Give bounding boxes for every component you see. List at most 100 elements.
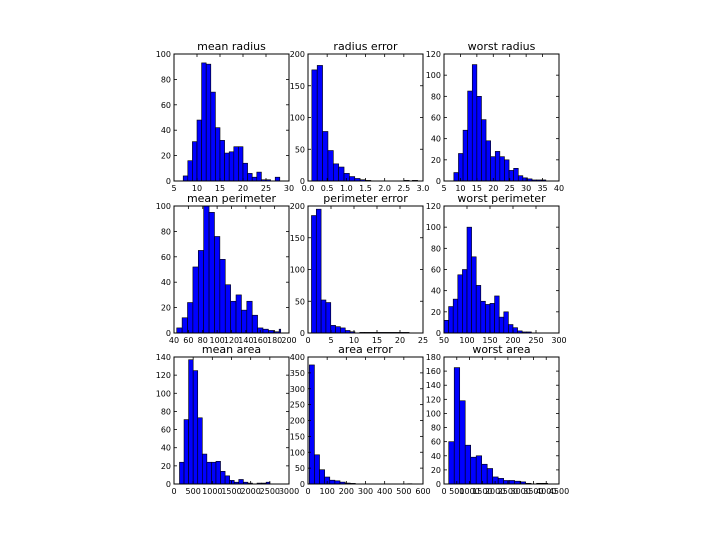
bar — [197, 250, 204, 334]
y-tick-label: 100 — [426, 223, 441, 232]
x-tick-label: 0 — [305, 336, 310, 345]
x-tick-label: 15 — [215, 184, 225, 193]
x-tick-label: 0.0 — [302, 184, 315, 193]
y-tick-label: 80 — [431, 244, 441, 253]
y-tick-label: 0 — [436, 329, 441, 338]
x-tick-label: 150 — [482, 336, 497, 345]
y-tick-label: 40 — [431, 135, 441, 144]
y-tick-label: 0 — [166, 329, 171, 338]
bar — [322, 131, 329, 182]
x-tick-label: 30 — [521, 184, 531, 193]
bar — [229, 480, 235, 485]
bar — [338, 166, 345, 182]
axes-frame — [443, 356, 560, 485]
bar — [238, 146, 244, 182]
bar — [332, 163, 339, 182]
bar — [471, 64, 478, 182]
bar — [251, 176, 258, 182]
x-tick-label: 25 — [261, 184, 271, 193]
histogram-radius-error: radius error 0.0 0.5 1.0 1.5 2.0 2.5 3.0 0 50 100 1… — [290, 40, 430, 193]
bar — [242, 162, 248, 182]
bar — [192, 370, 199, 485]
y-tick-label: 20 — [161, 304, 171, 313]
bar — [471, 256, 477, 334]
bar — [464, 444, 471, 485]
bar — [181, 317, 188, 334]
y-tick-label: 50 — [295, 297, 305, 306]
x-tick-label: 1000 — [202, 487, 222, 496]
bar — [457, 274, 463, 334]
x-tick-label: 300 — [551, 336, 566, 345]
bar — [453, 172, 459, 182]
bar — [452, 298, 459, 334]
x-tick-label: 2000 — [240, 487, 260, 496]
y-tick-label: 0 — [166, 177, 171, 186]
x-tick-label: 50 — [439, 336, 449, 345]
x-tick-label: 1.0 — [340, 184, 353, 193]
bar — [490, 156, 496, 182]
bar — [319, 469, 325, 485]
x-tick-label: 250 — [528, 336, 543, 345]
x-tick-label: 1000 — [459, 487, 479, 496]
bar — [192, 266, 199, 334]
x-tick-label: 0 — [305, 487, 310, 496]
x-tick-label: 100 — [320, 487, 335, 496]
x-tick-label: 160 — [253, 336, 268, 345]
bar — [179, 461, 185, 485]
bar — [498, 316, 505, 334]
bar — [327, 150, 334, 182]
histogram-worst-radius: worst radius 5 10 15 20 25 30 35 40 0 20 40 60 80 100 1… — [426, 40, 564, 193]
bar — [480, 300, 486, 334]
x-tick-label: 140 — [238, 336, 253, 345]
y-tick-label: 60 — [161, 426, 171, 435]
y-tick-label: 0 — [300, 329, 305, 338]
bar — [517, 175, 524, 182]
bar — [508, 480, 515, 485]
y-tick-label: 140 — [156, 353, 171, 362]
x-tick-label: 180 — [267, 336, 282, 345]
y-tick-label: 0 — [300, 177, 305, 186]
y-tick-label: 350 — [290, 369, 305, 378]
x-tick-label: 10 — [455, 184, 465, 193]
y-tick-label: 250 — [290, 401, 305, 410]
bar — [503, 480, 510, 485]
y-tick-label: 100 — [290, 114, 305, 123]
x-tick-label: 15 — [372, 336, 382, 345]
bar — [233, 146, 239, 182]
x-tick-label: 25 — [505, 184, 515, 193]
y-tick-label: 50 — [295, 145, 305, 154]
x-tick-label: 20 — [488, 184, 498, 193]
bar — [224, 284, 231, 334]
bar — [214, 236, 221, 334]
bar — [256, 171, 262, 182]
bar — [247, 173, 253, 182]
chart-title: mean area — [202, 343, 261, 356]
bar — [485, 304, 491, 334]
bar — [246, 300, 253, 334]
bar — [486, 468, 493, 485]
x-tick-label: 3000 — [279, 487, 299, 496]
x-tick-label: 4500 — [549, 487, 569, 496]
bar — [215, 461, 221, 485]
bar — [311, 215, 317, 334]
x-tick-label: 500 — [186, 487, 201, 496]
bar — [205, 63, 212, 182]
y-tick-label: 80 — [161, 75, 171, 84]
y-tick-label: 0 — [436, 480, 441, 489]
y-tick-label: 0 — [300, 480, 305, 489]
bar — [201, 62, 207, 182]
bar — [211, 461, 217, 485]
y-tick-label: 80 — [431, 424, 441, 433]
y-tick-label: 100 — [290, 448, 305, 457]
x-tick-label: 0 — [441, 487, 446, 496]
bar — [504, 159, 510, 182]
y-tick-label: 100 — [426, 409, 441, 418]
axes-frame — [173, 53, 290, 182]
x-tick-label: 10 — [192, 184, 202, 193]
chart-title: mean perimeter — [187, 192, 277, 205]
x-tick-label: 500 — [396, 487, 411, 496]
bar — [316, 65, 323, 182]
x-tick-label: 25 — [418, 336, 428, 345]
bar — [512, 327, 518, 334]
chart-title: perimeter error — [323, 192, 408, 205]
